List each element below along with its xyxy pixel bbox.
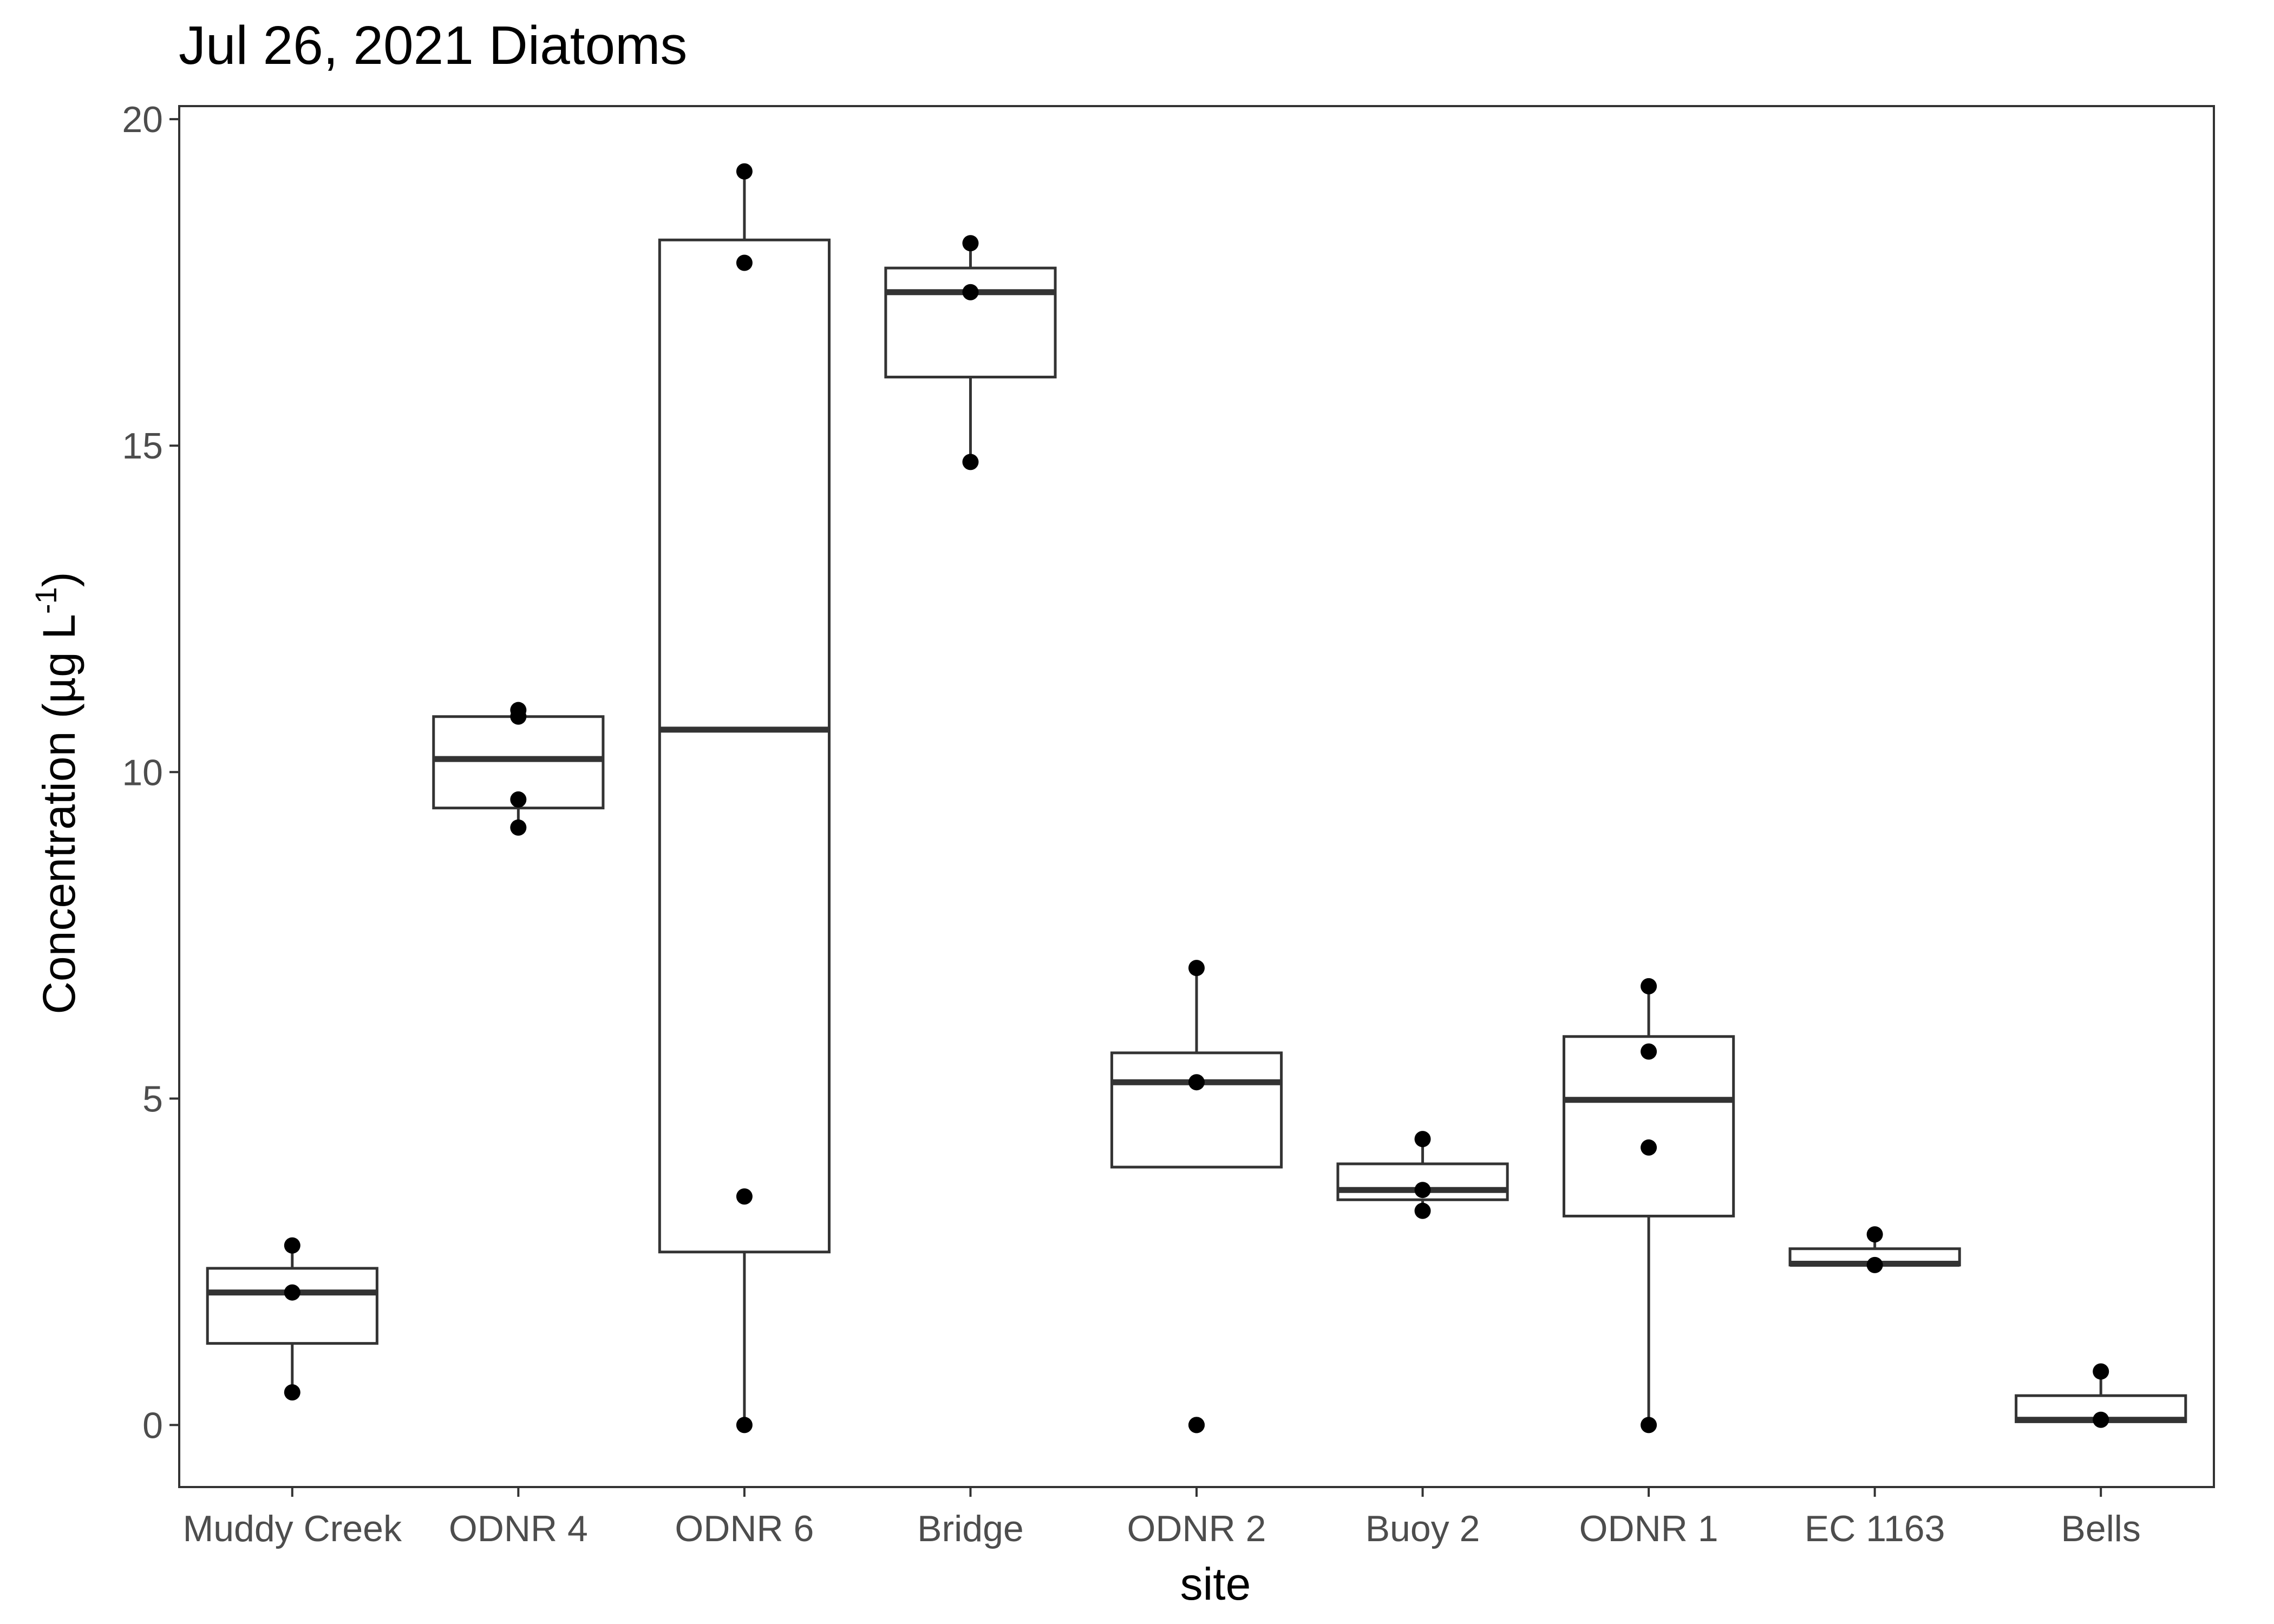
x-tick-label-buoy-2: Buoy 2: [1365, 1508, 1480, 1549]
data-point-odnr-1: [1641, 1043, 1657, 1060]
data-point-odnr-6: [736, 1417, 753, 1433]
data-point-odnr-4: [510, 702, 527, 718]
box-iqr: [1563, 1035, 1735, 1217]
data-point-odnr-1: [1641, 1139, 1657, 1156]
data-point-bridge: [962, 284, 979, 300]
y-tick-label: 20: [122, 99, 163, 140]
box-iqr: [206, 1267, 378, 1345]
data-point-muddy-creek: [284, 1237, 300, 1254]
data-point-odnr-6: [736, 1188, 753, 1205]
data-point-bells: [2093, 1411, 2109, 1428]
data-point-bridge: [962, 454, 979, 470]
data-point-buoy-2: [1414, 1182, 1431, 1199]
y-axis-title-close: ): [34, 572, 84, 587]
data-point-odnr-6: [736, 163, 753, 180]
y-axis: 0 5 10 15 20: [122, 99, 179, 1446]
data-point-odnr-2: [1188, 1417, 1205, 1433]
x-tick-label-odnr-6: ODNR 6: [675, 1508, 814, 1549]
x-tick-label-odnr-4: ODNR 4: [449, 1508, 588, 1549]
x-tick-label-muddy-creek: Muddy Creek: [183, 1508, 402, 1549]
data-point-muddy-creek: [284, 1384, 300, 1401]
x-tick-label-odnr-2: ODNR 2: [1127, 1508, 1266, 1549]
box-odnr-2: [1110, 968, 1283, 1169]
points-group: [284, 163, 2109, 1433]
data-point-buoy-2: [1414, 1202, 1431, 1219]
box-iqr: [1110, 1051, 1283, 1169]
x-tick-label-odnr-1: ODNR 1: [1579, 1508, 1718, 1549]
box-iqr: [658, 238, 831, 1254]
y-axis-title-superscript: -1: [29, 587, 63, 614]
data-point-odnr-1: [1641, 1417, 1657, 1433]
data-point-ec-1163: [1866, 1256, 1883, 1273]
data-point-muddy-creek: [284, 1284, 300, 1301]
chart-title: Jul 26, 2021 Diatoms: [179, 15, 687, 76]
data-point-odnr-4: [510, 791, 527, 808]
y-tick-label: 15: [122, 425, 163, 467]
x-tick-label-ec-1163: EC 1163: [1805, 1508, 1945, 1549]
y-tick-label: 10: [122, 752, 163, 793]
x-axis-title: site: [1180, 1558, 1251, 1609]
y-tick-label: 0: [142, 1405, 163, 1446]
x-axis: Muddy Creek ODNR 4 ODNR 6 Bridge ODNR 2 Buoy …: [183, 1487, 2141, 1549]
data-point-odnr-6: [736, 254, 753, 271]
data-point-bridge: [962, 235, 979, 252]
x-tick-label-bridge: Bridge: [917, 1508, 1024, 1549]
data-point-bells: [2093, 1363, 2109, 1380]
data-point-odnr-1: [1641, 978, 1657, 994]
y-axis-title-main: Concentration (µg L: [34, 614, 84, 1014]
box-odnr-1: [1563, 986, 1735, 1425]
y-tick-label: 5: [142, 1078, 163, 1119]
data-point-buoy-2: [1414, 1131, 1431, 1148]
data-point-ec-1163: [1866, 1226, 1883, 1243]
box-odnr-6: [658, 171, 831, 1425]
x-tick-label-bells: Bells: [2061, 1508, 2141, 1549]
data-point-odnr-2: [1188, 960, 1205, 977]
y-axis-title: Concentration (µg L-1): [29, 572, 84, 1014]
data-point-odnr-2: [1188, 1074, 1205, 1091]
data-point-odnr-4: [510, 819, 527, 836]
